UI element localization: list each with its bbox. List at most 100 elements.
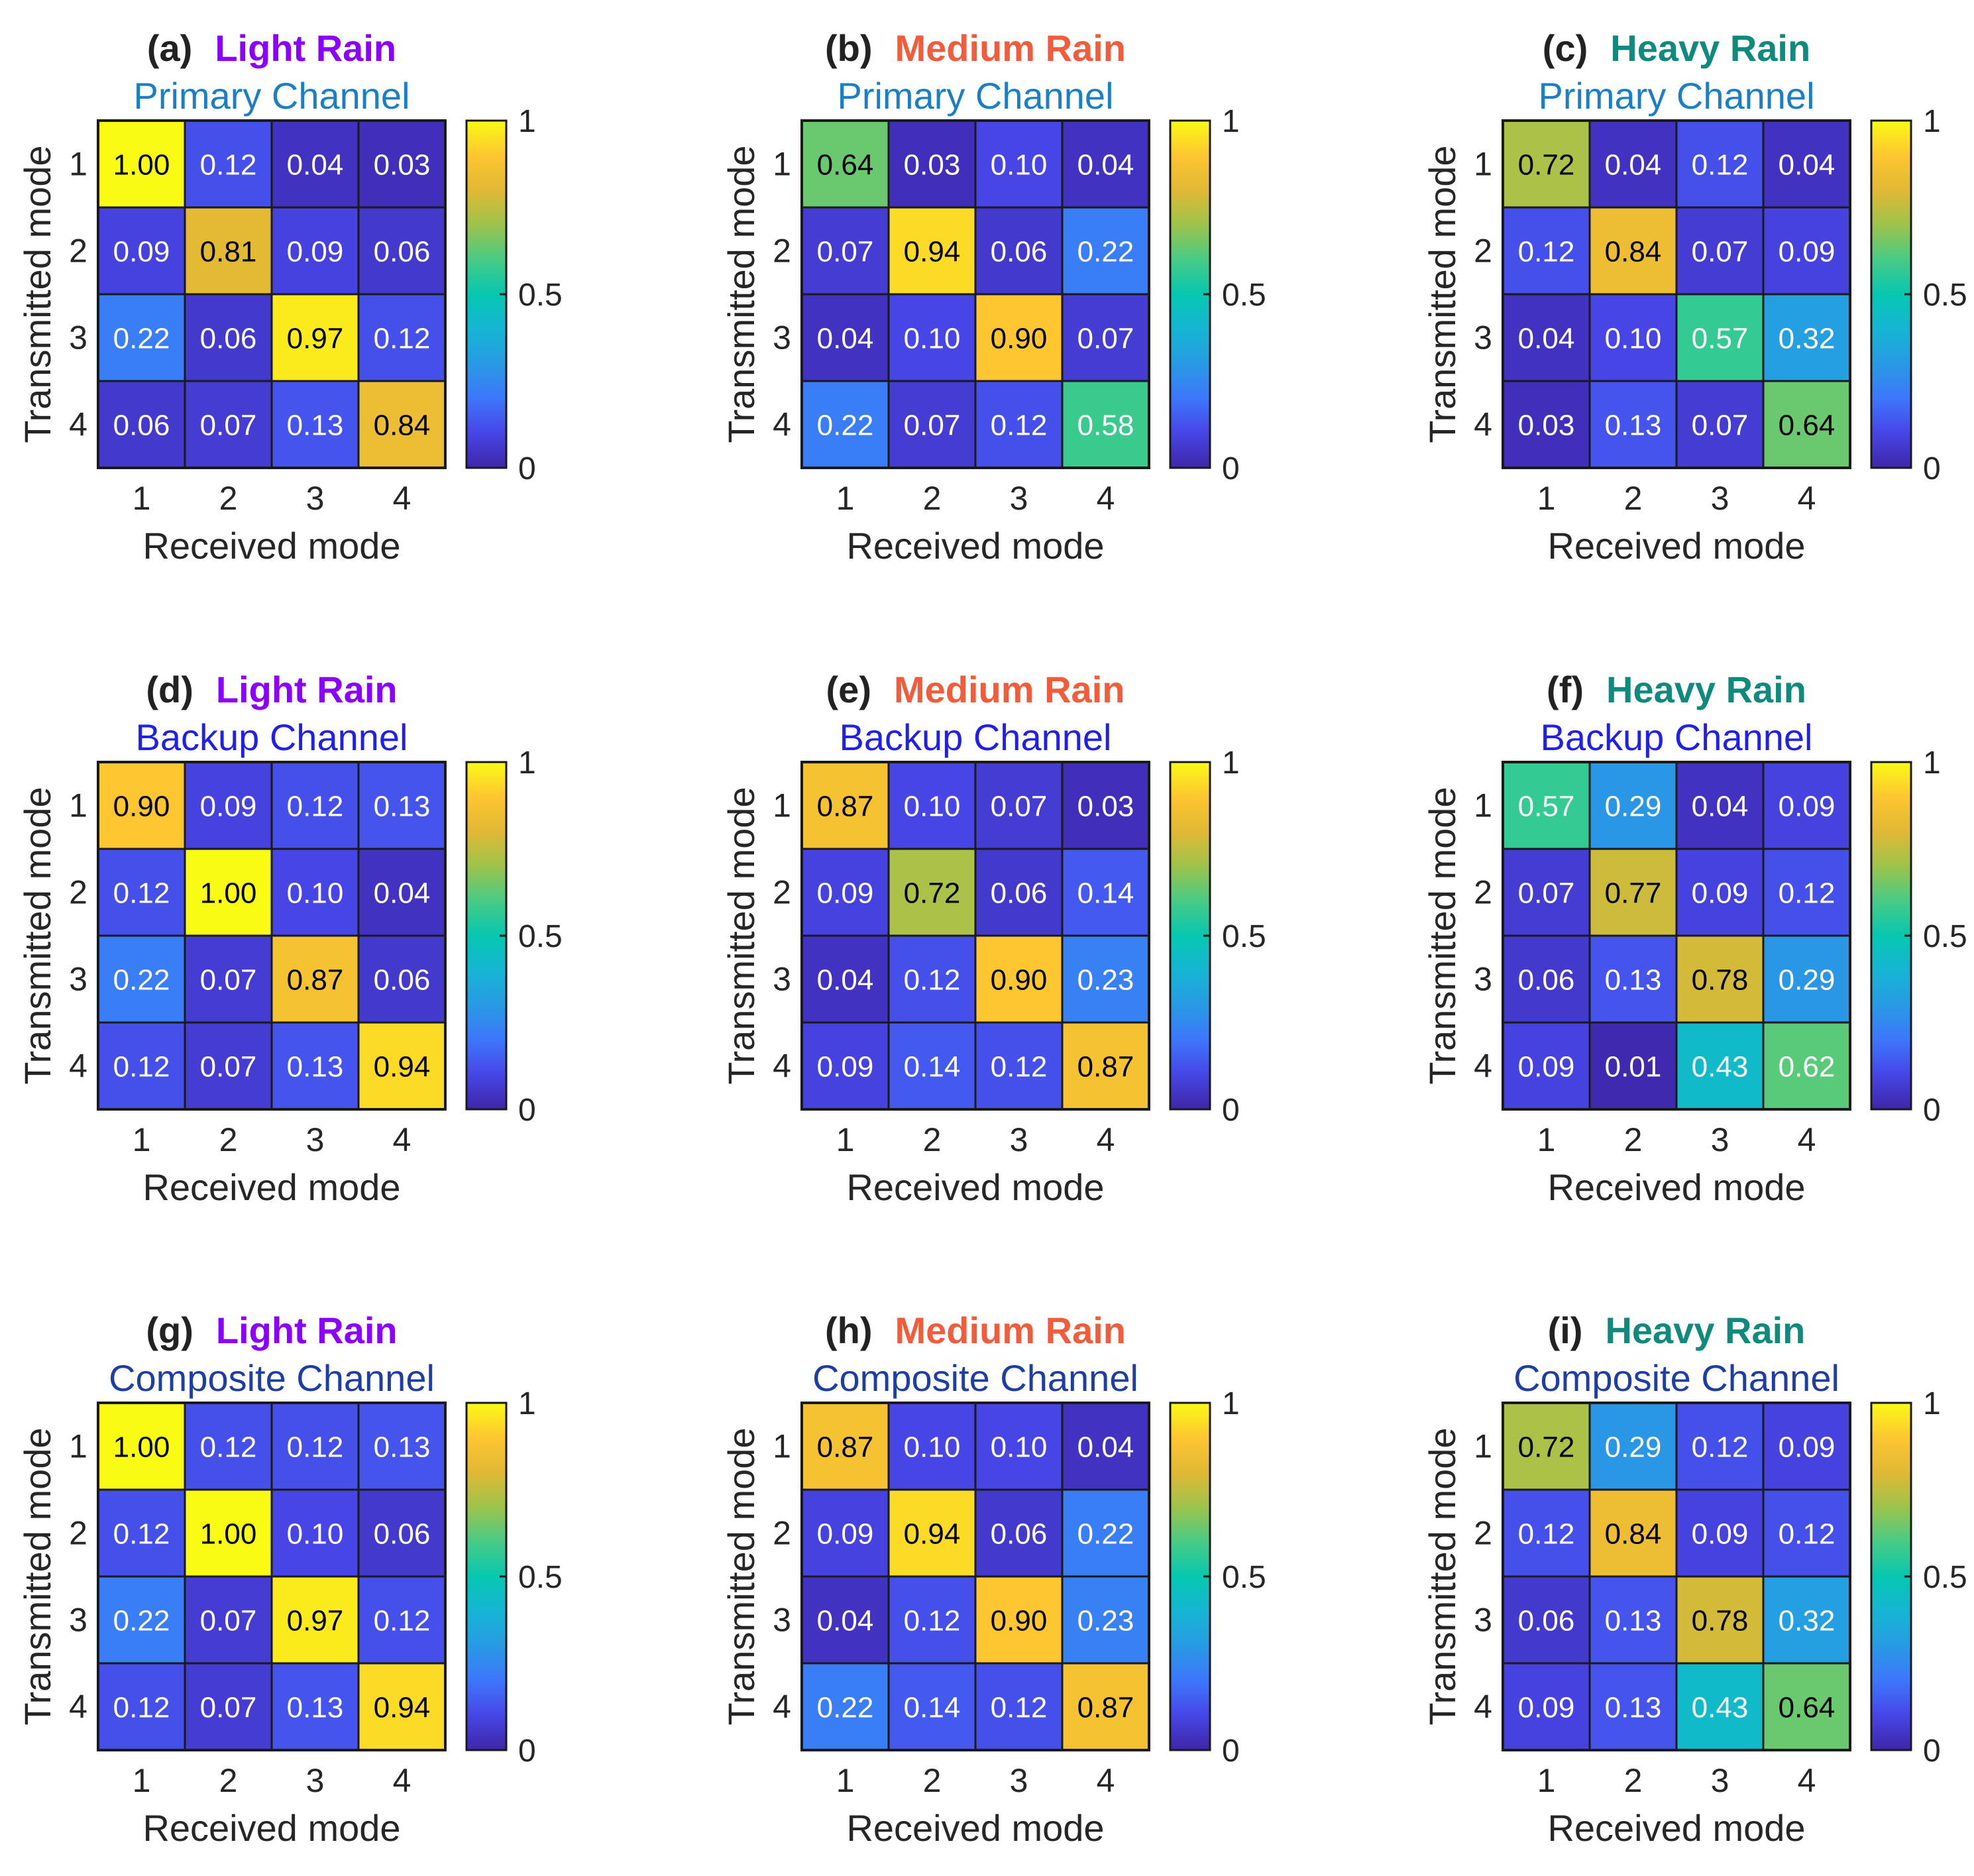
- heatmap-cell: [974, 293, 1064, 382]
- y-axis-label: Transmitted mode: [720, 145, 762, 443]
- cell-value-label: 0.87: [817, 1431, 874, 1464]
- panel-title: (a) Light Rain: [147, 27, 396, 69]
- heatmap-cell: [1502, 1488, 1591, 1578]
- cell-value-label: 0.87: [1077, 1051, 1134, 1083]
- cell-value-label: 0.04: [817, 323, 874, 355]
- heatmap-cell: [1675, 1488, 1765, 1578]
- heatmap-cell: [97, 761, 186, 850]
- x-tick-label: 4: [1798, 1121, 1816, 1158]
- cell-value-label: 0.72: [904, 877, 961, 910]
- heatmap-cell: [800, 380, 890, 469]
- cell-value-label: 0.12: [1518, 1518, 1575, 1551]
- cell-value-label: 0.13: [1605, 1692, 1662, 1724]
- heatmap-cell: [1588, 380, 1678, 469]
- heatmap-cell: [270, 1021, 360, 1111]
- cell-value-label: 0.32: [1779, 1605, 1836, 1637]
- cell-value-label: 0.64: [1779, 410, 1836, 442]
- cell-value-label: 0.32: [1779, 323, 1836, 355]
- panel-label: (a): [147, 27, 192, 69]
- channel-subtitle: Composite Channel: [109, 1357, 435, 1399]
- y-tick-label: 2: [773, 233, 791, 270]
- cell-value-label: 0.84: [1605, 1518, 1662, 1551]
- cell-value-label: 0.22: [113, 323, 170, 355]
- y-tick-label: 2: [773, 1515, 791, 1552]
- x-tick-label: 2: [923, 1121, 942, 1158]
- heatmap-cell: [800, 1488, 890, 1578]
- y-tick-label: 2: [773, 874, 791, 911]
- cell-value-label: 0.09: [200, 791, 257, 823]
- cell-value-label: 0.12: [1518, 236, 1575, 268]
- x-tick-label: 4: [1097, 480, 1115, 517]
- colorbar-tick-label: 1: [1923, 1386, 1941, 1421]
- cell-value-label: 0.13: [1605, 964, 1662, 997]
- y-axis-label: Transmitted mode: [17, 787, 58, 1084]
- heatmap-cell: [974, 1021, 1064, 1111]
- condition-label: Medium Rain: [895, 1309, 1126, 1351]
- cell-value-label: 0.12: [904, 1605, 961, 1637]
- cell-value-label: 0.06: [1518, 1605, 1575, 1637]
- y-tick-label: 1: [69, 787, 87, 824]
- y-tick-label: 4: [1474, 1048, 1492, 1085]
- heatmap-cell: [1675, 206, 1765, 296]
- x-tick-label: 3: [1711, 1762, 1729, 1799]
- y-tick-label: 3: [773, 319, 791, 357]
- cell-value-label: 0.94: [904, 236, 961, 268]
- channel-subtitle: Primary Channel: [1538, 75, 1814, 117]
- heatmap-cell: [270, 1488, 360, 1578]
- cell-value-label: 0.12: [374, 1605, 431, 1637]
- condition-label: Light Rain: [216, 669, 398, 710]
- y-tick-label: 3: [1474, 961, 1492, 998]
- y-tick-label: 4: [69, 406, 87, 443]
- colorbar-tick-label: 0: [518, 451, 536, 486]
- panel-title: (h) Medium Rain: [825, 1309, 1126, 1351]
- cell-value-label: 0.09: [817, 877, 874, 910]
- cell-value-label: 0.12: [113, 1051, 170, 1083]
- cell-value-label: 0.04: [1692, 791, 1749, 823]
- cell-value-label: 0.90: [113, 791, 170, 823]
- heatmap-cell: [800, 1021, 890, 1111]
- x-tick-label: 4: [393, 1121, 411, 1158]
- heatmap-cell: [357, 1662, 447, 1751]
- cell-value-label: 0.62: [1779, 1051, 1836, 1083]
- y-tick-label: 1: [773, 787, 791, 824]
- heatmap-cell: [1502, 293, 1591, 382]
- x-tick-label: 3: [1010, 480, 1028, 517]
- cell-value-label: 0.72: [1518, 1431, 1575, 1464]
- heatmap-cell: [1502, 380, 1591, 469]
- colorbar-tick-label: 0: [1222, 1093, 1240, 1128]
- panel-label: (f): [1547, 669, 1584, 710]
- y-tick-label: 3: [773, 961, 791, 998]
- x-tick-label: 2: [1624, 1762, 1643, 1799]
- cell-value-label: 0.07: [200, 410, 257, 442]
- x-tick-label: 2: [1624, 480, 1643, 517]
- x-tick-label: 4: [393, 480, 411, 517]
- cell-value-label: 0.29: [1605, 791, 1662, 823]
- heatmap-cell: [1762, 1488, 1851, 1578]
- y-tick-label: 4: [69, 1688, 87, 1726]
- heatmap-cell: [974, 934, 1064, 1024]
- heatmap-cell: [357, 1021, 447, 1111]
- heatmap-cell: [887, 293, 977, 382]
- colorbar-tick-label: 1: [518, 745, 536, 781]
- cell-value-label: 0.12: [113, 1518, 170, 1551]
- x-tick-label: 2: [219, 1121, 238, 1158]
- heatmap-panel: (a) Light Rain Primary Channel 1.00 0.12 0.04…: [17, 27, 563, 567]
- heatmap-cell: [184, 380, 273, 469]
- panel-title: (d) Light Rain: [146, 669, 397, 710]
- cell-value-label: 0.10: [991, 149, 1048, 182]
- cell-value-label: 0.12: [1692, 149, 1749, 182]
- heatmap-cell: [184, 293, 273, 382]
- cell-value-label: 0.97: [287, 323, 344, 355]
- x-tick-label: 2: [219, 1762, 238, 1799]
- cell-value-label: 0.22: [817, 1692, 874, 1724]
- cell-value-label: 0.03: [1518, 410, 1575, 442]
- x-tick-label: 3: [306, 1762, 325, 1799]
- colorbar-tick-label: 0.5: [1923, 1560, 1967, 1595]
- heatmap-cell: [97, 119, 186, 209]
- cell-value-label: 0.12: [287, 791, 344, 823]
- plot-frame: [800, 1402, 1150, 1751]
- y-axis-label: Transmitted mode: [1421, 1427, 1463, 1725]
- cell-value-label: 0.09: [1518, 1051, 1575, 1083]
- heatmap-cell: [1588, 848, 1678, 937]
- y-tick-label: 3: [773, 1602, 791, 1639]
